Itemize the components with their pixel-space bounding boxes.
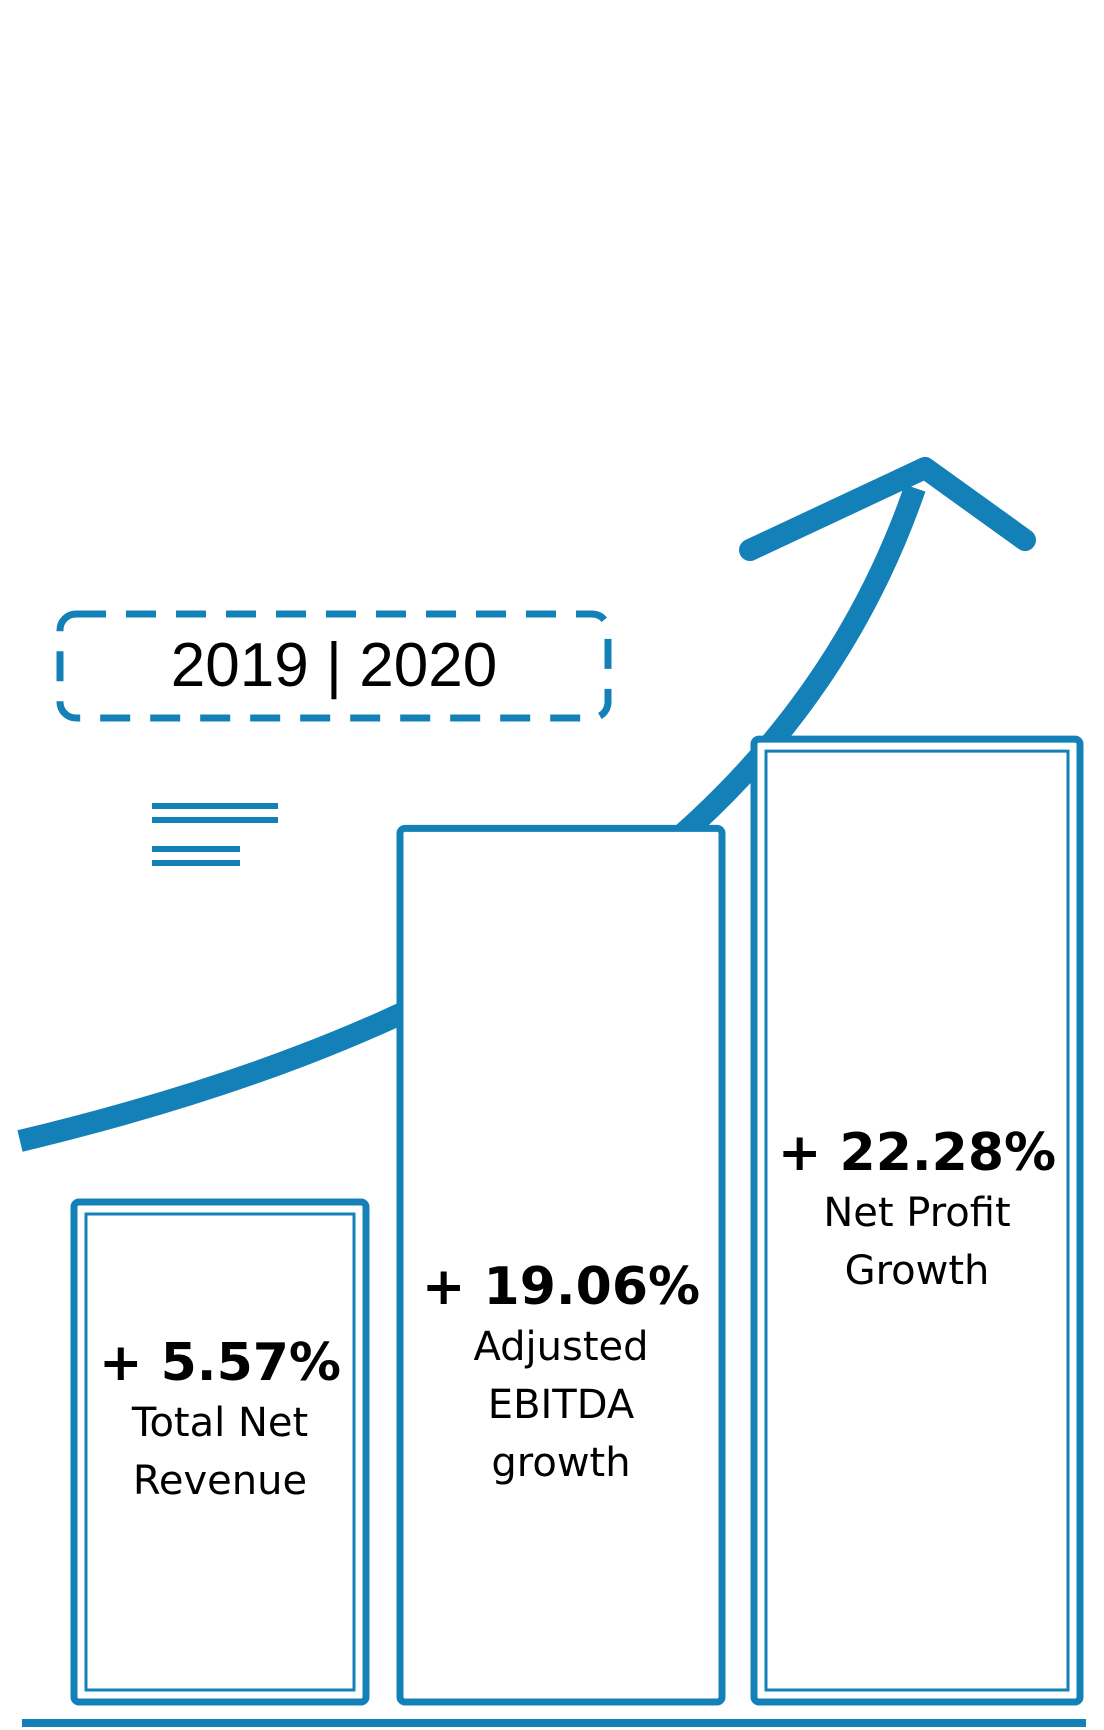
trend-arrow-head bbox=[739, 457, 1036, 561]
bar-2-value: + 19.06% bbox=[421, 1257, 701, 1317]
bar-1-label-line: Total Net bbox=[131, 1400, 309, 1446]
bar-1-label-line: Revenue bbox=[132, 1458, 308, 1504]
bar-2 bbox=[396, 824, 726, 1706]
bar-1-inner-border bbox=[84, 1212, 356, 1692]
bar-2-label-line: growth bbox=[491, 1440, 631, 1486]
bars-group bbox=[70, 735, 1084, 1706]
bar-3-text: + 22.28% Net Profit Growth bbox=[754, 1122, 1080, 1300]
bar-2-label-line: Adjusted bbox=[473, 1324, 649, 1370]
bar-1-value: + 5.57% bbox=[98, 1333, 342, 1393]
menu-lines-icon bbox=[152, 803, 278, 866]
bar-2-text: + 19.06% Adjusted EBITDA growth bbox=[400, 1256, 722, 1492]
bar-3 bbox=[750, 735, 1084, 1706]
bar-3-inner-border bbox=[764, 749, 1070, 1692]
bar-3-label-line: Growth bbox=[844, 1248, 990, 1294]
bar-3-label-line: Net Profit bbox=[823, 1190, 1011, 1236]
bar-1 bbox=[70, 1198, 370, 1706]
bar-3-value: + 22.28% bbox=[777, 1123, 1057, 1183]
period-frame bbox=[56, 610, 612, 722]
bar-2-label-line: EBITDA bbox=[487, 1382, 635, 1428]
bar-1-text: + 5.57% Total Net Revenue bbox=[74, 1332, 366, 1510]
period-label: 2019 | 2020 bbox=[170, 630, 498, 700]
